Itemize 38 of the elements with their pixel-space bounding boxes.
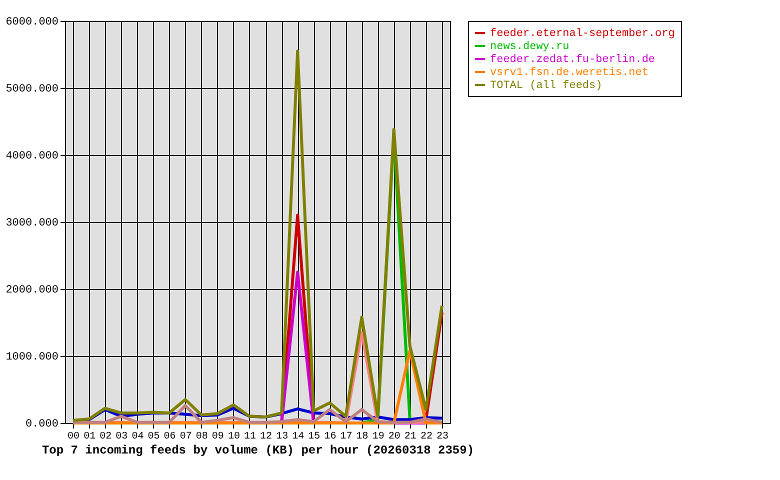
legend-label: vsrv1.fsn.de.weretis.net <box>490 67 648 79</box>
x-tick-label: 15 <box>308 432 320 442</box>
y-tick-label: 3000.000 <box>6 218 58 230</box>
x-tick-label: 03 <box>116 432 128 442</box>
x-tick-label: 22 <box>420 432 432 442</box>
y-tick-label: 2000.000 <box>6 284 58 296</box>
x-tick-label: 06 <box>164 432 176 442</box>
x-tick-label: 02 <box>100 432 112 442</box>
x-tick-label: 05 <box>148 432 160 442</box>
x-tick-label: 17 <box>340 432 352 442</box>
x-tick-label: 08 <box>196 432 208 442</box>
x-tick-label: 21 <box>404 432 416 442</box>
y-tick-label: 5000.000 <box>6 84 58 96</box>
y-tick-label: 1000.000 <box>6 352 58 364</box>
y-tick-label: 6000.000 <box>6 16 58 28</box>
y-tick-label: 4000.000 <box>6 150 58 162</box>
x-tick-label: 00 <box>68 432 80 442</box>
x-tick-label: 12 <box>260 432 272 442</box>
x-tick-label: 16 <box>324 432 336 442</box>
x-tick-label: 01 <box>84 432 96 442</box>
legend-label: news.dewy.ru <box>490 41 570 53</box>
x-tick-label: 07 <box>180 432 192 442</box>
x-tick-label: 04 <box>132 432 144 442</box>
x-tick-label: 23 <box>436 432 448 442</box>
x-tick-label: 11 <box>244 432 256 442</box>
x-tick-label: 10 <box>228 432 240 442</box>
x-tick-label: 20 <box>388 432 400 442</box>
line-series <box>72 50 444 422</box>
x-tick-label: 19 <box>372 432 384 442</box>
x-tick-label: 09 <box>212 432 224 442</box>
x-tick-label: 13 <box>276 432 288 442</box>
legend-label: feeder.eternal-september.org <box>490 28 675 40</box>
x-tick-label: 18 <box>356 432 368 442</box>
y-tick-label: 0.000 <box>25 418 58 430</box>
x-axis-title: Top 7 incoming feeds by volume (KB) per hour (20260318 2359) <box>42 444 474 458</box>
legend-label: TOTAL (all feeds) <box>490 80 602 92</box>
x-tick-label: 14 <box>292 432 304 442</box>
legend-label: feeder.zedat.fu-berlin.de <box>490 54 656 66</box>
